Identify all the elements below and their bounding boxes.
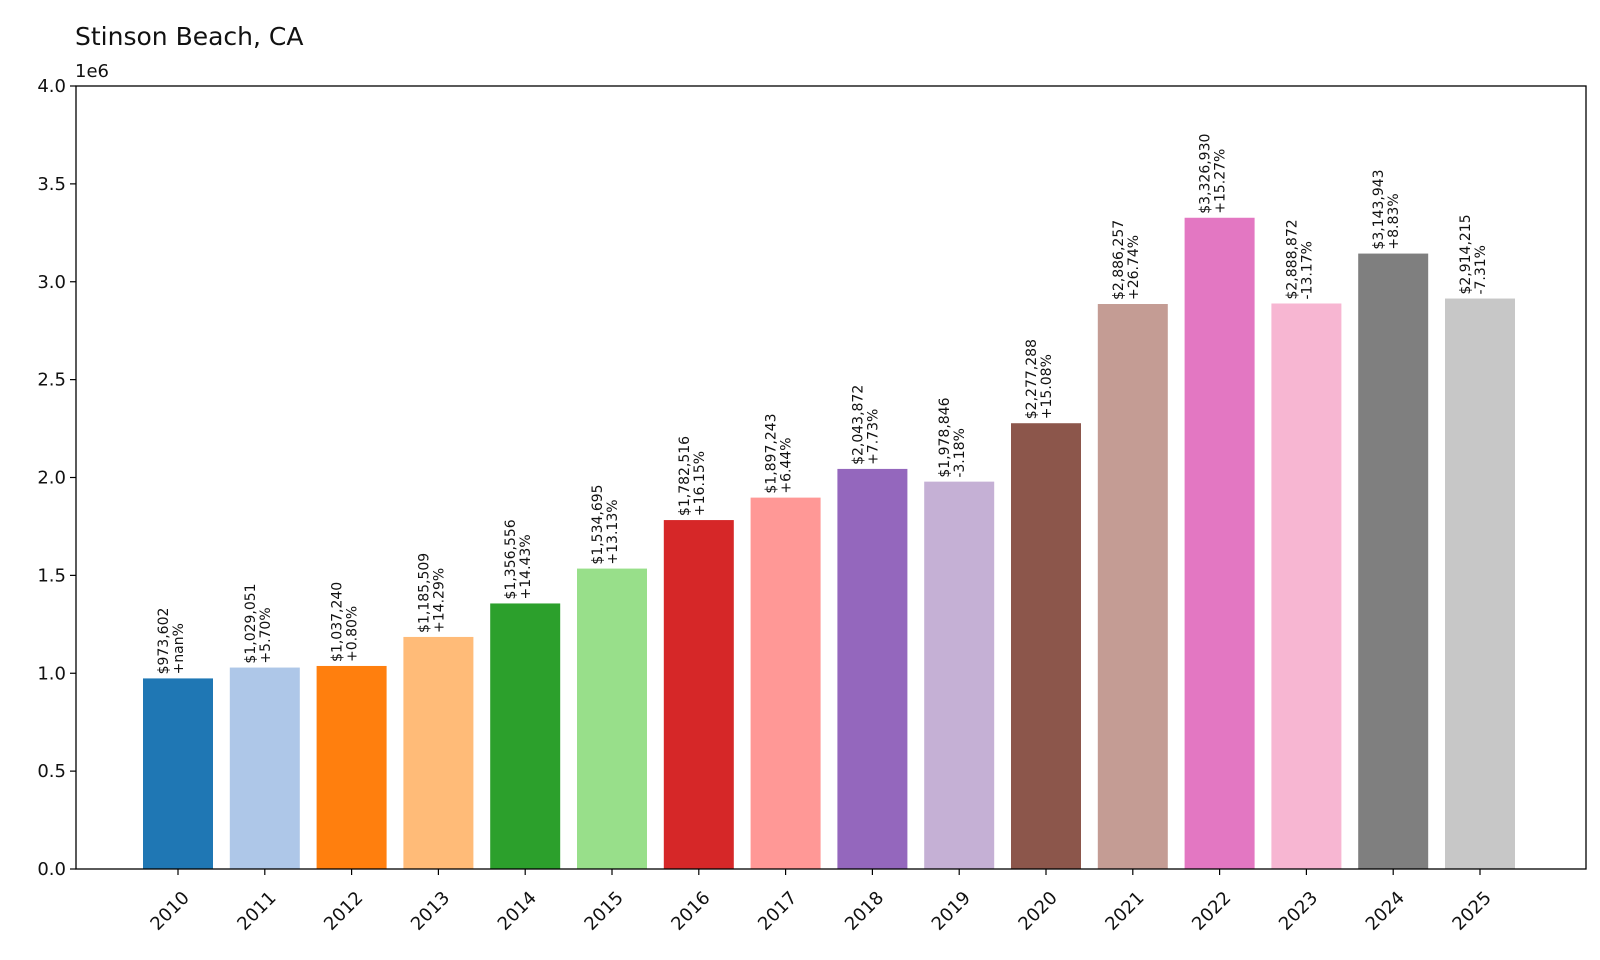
bar-2021 [1097, 304, 1168, 869]
bar-change-label: -7.31% [1473, 245, 1489, 295]
x-tick-label: 2020 [1014, 887, 1061, 934]
bar-labels-group: $973,602 +nan% $1,029,051 +5.70% $1,037,240 +… [156, 134, 1489, 675]
bar-value-label: $1,897,243 [764, 413, 780, 493]
bar-change-label: +13.13% [605, 499, 621, 564]
bar-2011 [229, 667, 300, 869]
x-tick-label: 2011 [233, 887, 280, 934]
y-tick-label: 0.0 [37, 859, 66, 880]
bar-value-label: $2,888,872 [1284, 219, 1300, 299]
y-tick-label: 2.0 [37, 468, 66, 489]
bar-2015 [577, 568, 647, 869]
bar-value-label: $3,143,943 [1371, 169, 1387, 249]
bar-2012 [316, 665, 387, 869]
bar-2019 [924, 481, 995, 869]
bar-2014 [490, 603, 561, 869]
bar-value-label: $3,326,930 [1198, 134, 1214, 214]
bar-change-label: +nan% [171, 623, 187, 674]
bar-2023 [1271, 303, 1342, 869]
bar-change-label: +5.70% [258, 607, 274, 663]
bar-change-label: +26.74% [1126, 235, 1142, 300]
bar-value-label: $2,886,257 [1111, 220, 1127, 300]
bar-2010 [143, 678, 213, 869]
bars-group [143, 217, 1515, 870]
x-tick-label: 2018 [841, 887, 888, 934]
y-tick-label: 3.0 [37, 272, 66, 293]
x-tick-label: 2022 [1188, 887, 1235, 934]
bar-change-label: -3.18% [952, 428, 968, 478]
bar-change-label: +16.15% [692, 451, 708, 516]
bar-change-label: +14.29% [431, 568, 447, 633]
bar-change-label: +6.44% [779, 437, 795, 493]
bar-value-label: $1,978,846 [937, 397, 953, 477]
bar-value-label: $2,914,215 [1458, 214, 1474, 294]
x-axis: 2010 2011 2012 2013 2014 2015 2016 2017 2018 2019… [146, 869, 1496, 935]
bar-change-label: +15.27% [1213, 149, 1229, 214]
bar-value-label: $1,029,051 [243, 583, 259, 663]
y-tick-label: 4.0 [37, 76, 66, 97]
y-axis: 0.0 0.5 1.0 1.5 2.0 2.5 3.0 3.5 4.0 [37, 76, 76, 880]
chart-title: Stinson Beach, CA [75, 22, 303, 51]
x-tick-label: 2010 [146, 887, 193, 934]
y-tick-label: 0.5 [37, 761, 66, 782]
x-tick-label: 2023 [1275, 887, 1322, 934]
bar-value-label: $1,037,240 [330, 582, 346, 662]
x-tick-label: 2013 [407, 887, 454, 934]
bar-2020 [1011, 423, 1081, 869]
x-tick-label: 2025 [1448, 887, 1495, 934]
bar-2025 [1445, 298, 1515, 869]
bar-value-label: $1,782,516 [677, 436, 693, 516]
bar-change-label: +14.43% [518, 534, 534, 599]
bar-value-label: $1,534,695 [590, 484, 606, 564]
bar-2013 [403, 636, 474, 869]
bar-value-label: $2,277,288 [1024, 339, 1040, 419]
bar-2017 [750, 497, 821, 869]
bar-value-label: $1,356,556 [503, 519, 519, 599]
bar-change-label: +0.80% [345, 606, 361, 662]
bar-2024 [1358, 253, 1429, 870]
y-tick-label: 1.0 [37, 663, 66, 684]
x-tick-label: 2017 [754, 887, 801, 934]
bar-change-label: -13.17% [1299, 241, 1315, 299]
bar-2018 [837, 468, 908, 869]
bar-value-label: $2,043,872 [850, 385, 866, 465]
x-tick-label: 2021 [1101, 887, 1148, 934]
bar-value-label: $1,185,509 [416, 553, 432, 633]
x-tick-label: 2015 [580, 887, 627, 934]
bar-change-label: +8.83% [1386, 193, 1402, 249]
y-tick-label: 3.5 [37, 174, 66, 195]
plot-frame [75, 85, 1587, 870]
y-tick-label: 1.5 [37, 565, 66, 586]
bar-2016 [663, 520, 734, 869]
x-tick-label: 2024 [1362, 887, 1409, 934]
bar-2022 [1184, 217, 1255, 870]
bar-change-label: +7.73% [865, 409, 881, 465]
y-axis-offset-label: 1e6 [75, 61, 109, 82]
x-tick-label: 2019 [928, 887, 975, 934]
x-tick-label: 2012 [320, 887, 367, 934]
x-tick-label: 2016 [667, 887, 714, 934]
y-tick-label: 2.5 [37, 370, 66, 391]
bar-value-label: $973,602 [156, 608, 172, 675]
x-tick-label: 2014 [494, 887, 541, 934]
bar-change-label: +15.08% [1039, 354, 1055, 419]
